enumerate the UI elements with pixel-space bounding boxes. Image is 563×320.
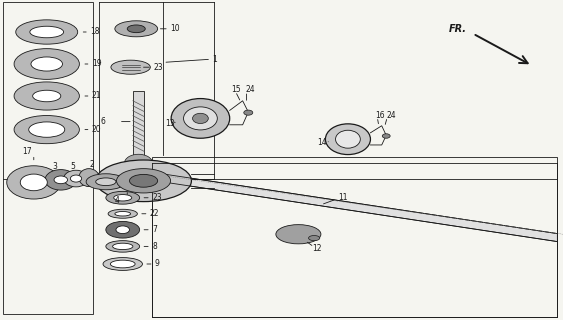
Text: 12: 12 xyxy=(312,244,322,253)
Ellipse shape xyxy=(30,26,64,38)
Text: 1: 1 xyxy=(212,55,217,64)
Ellipse shape xyxy=(114,195,132,201)
Ellipse shape xyxy=(106,191,140,204)
Ellipse shape xyxy=(79,169,99,187)
Text: 13: 13 xyxy=(166,119,175,128)
Text: 11: 11 xyxy=(338,193,347,202)
Ellipse shape xyxy=(382,134,390,138)
Ellipse shape xyxy=(14,116,79,144)
Ellipse shape xyxy=(103,258,142,270)
Ellipse shape xyxy=(244,110,253,115)
Ellipse shape xyxy=(45,170,77,190)
Bar xyxy=(3,2,93,314)
Ellipse shape xyxy=(108,209,137,218)
Ellipse shape xyxy=(70,175,82,182)
Ellipse shape xyxy=(16,20,78,44)
Text: 8: 8 xyxy=(152,242,157,251)
Ellipse shape xyxy=(117,169,171,193)
Ellipse shape xyxy=(20,174,47,191)
Text: 23: 23 xyxy=(152,193,162,202)
Text: 7: 7 xyxy=(152,225,157,234)
Text: 24: 24 xyxy=(386,111,396,120)
Ellipse shape xyxy=(309,236,320,241)
Ellipse shape xyxy=(14,49,79,79)
Text: 22: 22 xyxy=(150,209,159,218)
Text: 18: 18 xyxy=(90,28,100,36)
Ellipse shape xyxy=(111,60,150,74)
Ellipse shape xyxy=(115,21,158,37)
Ellipse shape xyxy=(325,124,370,155)
Text: 24: 24 xyxy=(245,85,255,94)
Ellipse shape xyxy=(54,176,68,184)
Ellipse shape xyxy=(116,226,129,234)
Ellipse shape xyxy=(276,225,321,244)
Text: 4: 4 xyxy=(115,196,119,205)
Ellipse shape xyxy=(14,82,79,110)
Ellipse shape xyxy=(106,241,140,252)
Text: 16: 16 xyxy=(375,111,385,120)
Ellipse shape xyxy=(86,174,126,190)
Text: 15: 15 xyxy=(231,85,241,94)
Text: 20: 20 xyxy=(92,125,101,134)
Ellipse shape xyxy=(33,90,61,102)
Ellipse shape xyxy=(96,160,191,202)
Text: 19: 19 xyxy=(92,60,101,68)
Text: 17: 17 xyxy=(22,147,32,156)
Polygon shape xyxy=(166,174,557,242)
Ellipse shape xyxy=(336,130,360,148)
Ellipse shape xyxy=(113,243,133,250)
Ellipse shape xyxy=(193,113,208,124)
Text: 10: 10 xyxy=(170,24,180,33)
Ellipse shape xyxy=(171,99,230,138)
Text: 2: 2 xyxy=(90,160,94,169)
Ellipse shape xyxy=(106,221,140,238)
Ellipse shape xyxy=(110,260,135,268)
Ellipse shape xyxy=(127,25,145,33)
Ellipse shape xyxy=(29,122,65,137)
Text: 21: 21 xyxy=(92,92,101,100)
Text: 6: 6 xyxy=(101,117,106,126)
Text: FR.: FR. xyxy=(449,24,467,34)
Ellipse shape xyxy=(64,170,88,187)
Ellipse shape xyxy=(31,57,62,71)
Text: 3: 3 xyxy=(53,162,57,171)
Ellipse shape xyxy=(96,178,116,186)
Ellipse shape xyxy=(115,212,131,216)
Text: 14: 14 xyxy=(317,138,327,147)
Bar xyxy=(133,91,144,162)
Ellipse shape xyxy=(129,174,158,187)
Ellipse shape xyxy=(184,107,217,130)
Text: 9: 9 xyxy=(155,260,160,268)
Text: 5: 5 xyxy=(71,162,75,171)
Ellipse shape xyxy=(124,154,153,172)
Ellipse shape xyxy=(7,166,61,199)
Text: 23: 23 xyxy=(153,63,163,72)
